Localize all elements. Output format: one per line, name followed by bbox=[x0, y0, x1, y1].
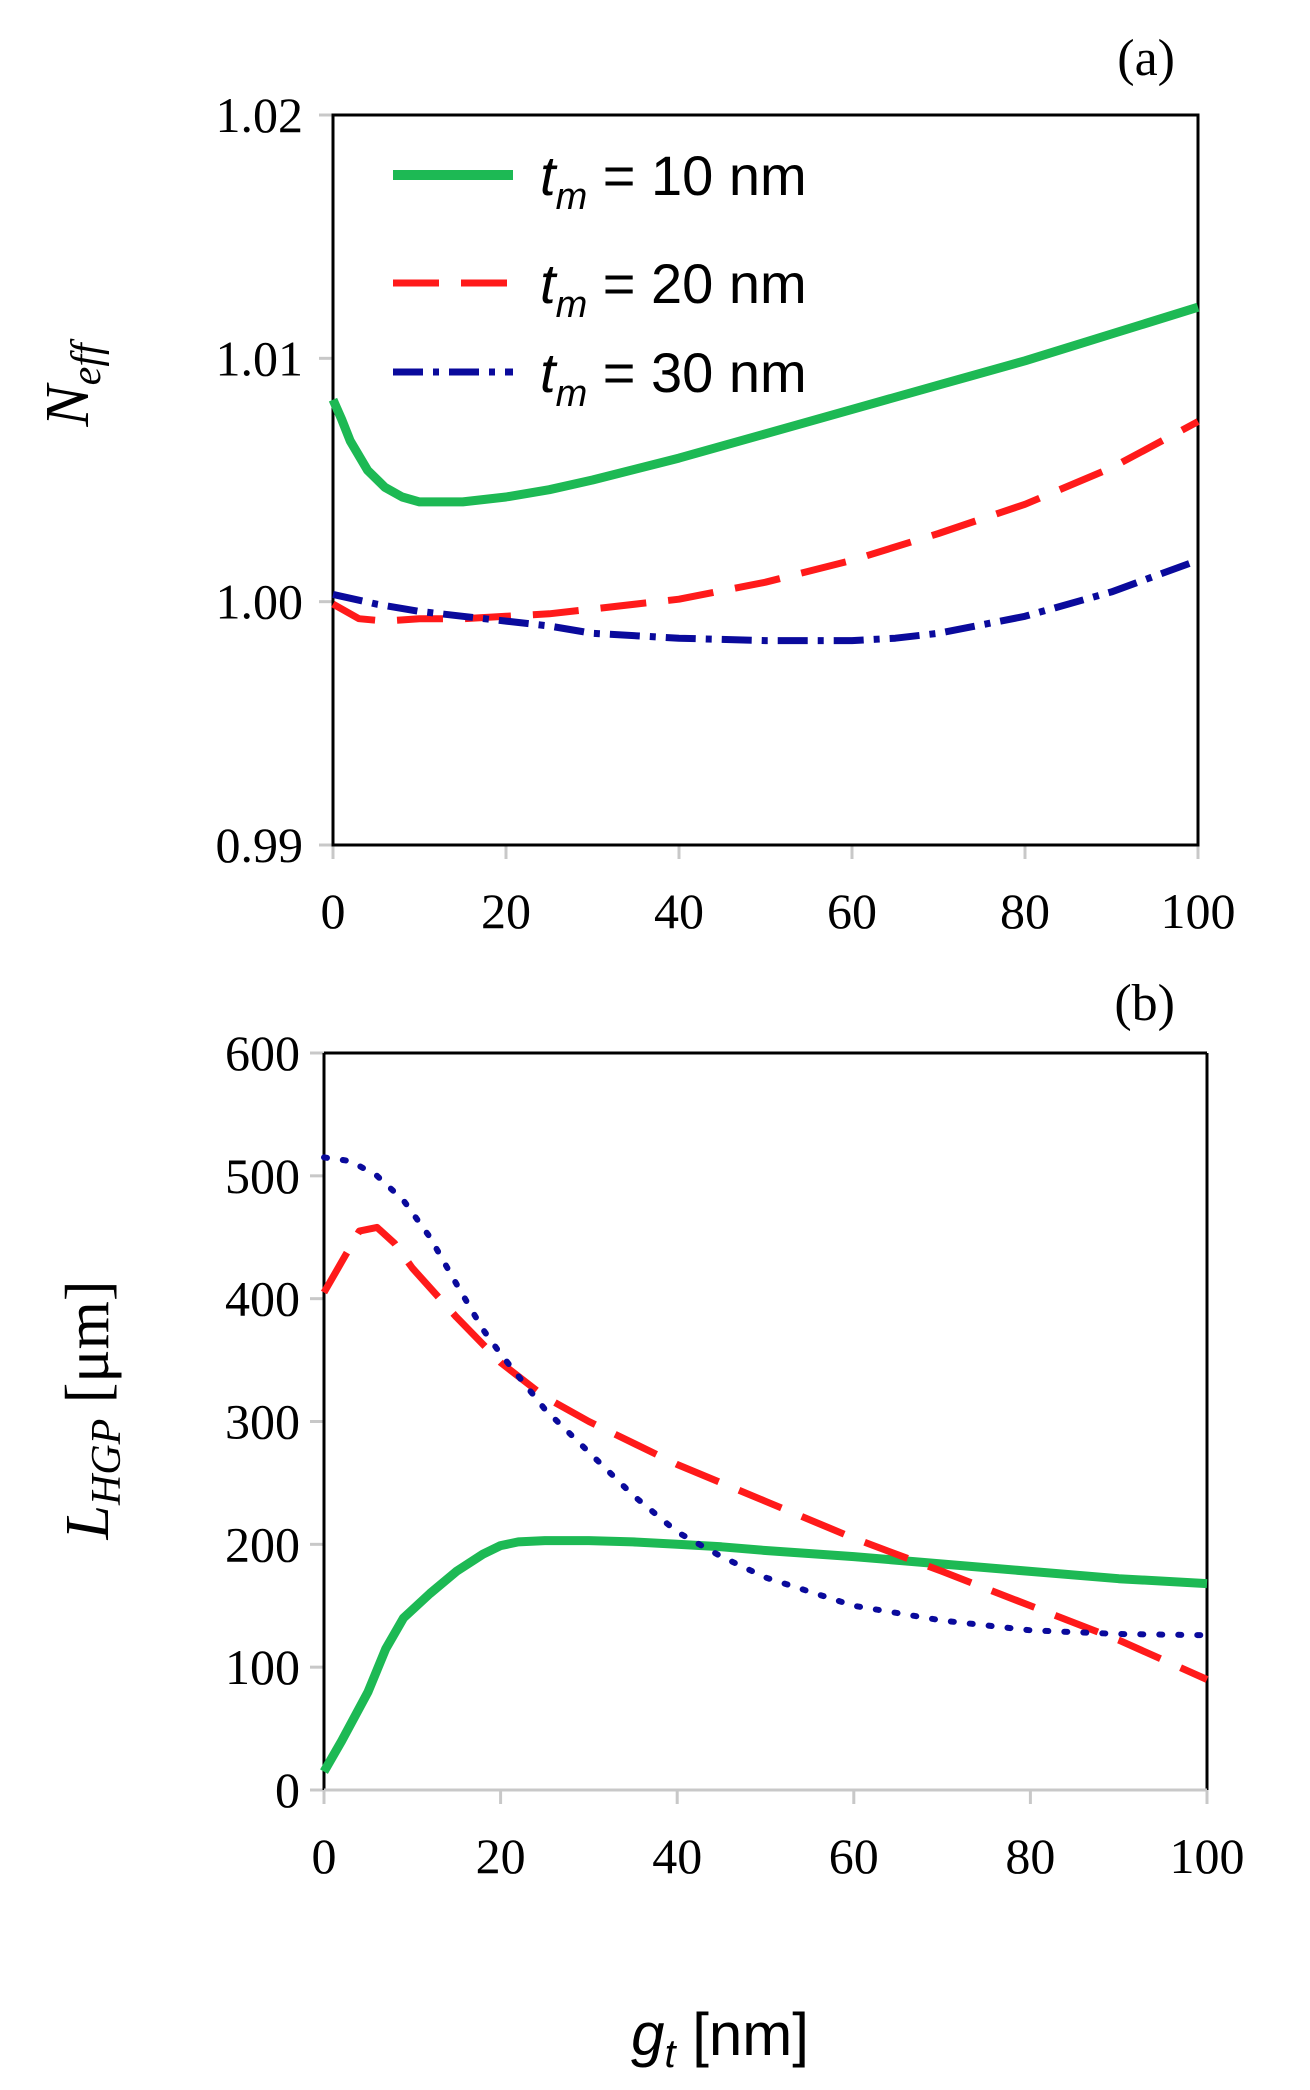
x-tick-label: 20 bbox=[476, 1828, 526, 1884]
y-tick-label: 400 bbox=[225, 1271, 300, 1327]
panel-a-y-label-main: N bbox=[34, 382, 102, 428]
panel-b: (b) 0 100 200 300 400 500 600 0 20 40 60 80 100 LHG… bbox=[54, 975, 1245, 2076]
series-line-3 bbox=[321, 1154, 1210, 1639]
legend-prefix: t bbox=[540, 341, 558, 404]
panel-a-plot-frame bbox=[331, 113, 1200, 847]
y-tick-label: 100 bbox=[225, 1639, 300, 1695]
x-tick-label: 40 bbox=[654, 883, 704, 939]
x-tick-label: 100 bbox=[1161, 883, 1236, 939]
panel-a-y-label-sub: eff bbox=[64, 338, 110, 385]
panel-b-y-tick-labels: 0 100 200 300 400 500 600 bbox=[225, 1025, 300, 1818]
x-tick-label: 100 bbox=[1170, 1828, 1245, 1884]
x-tick-label: 0 bbox=[312, 1828, 337, 1884]
panel-b-y-axis-label: LHGP [μm] bbox=[54, 1280, 130, 1540]
panel-b-x-tick-labels: 0 20 40 60 80 100 bbox=[312, 1828, 1245, 1884]
y-tick-label: 600 bbox=[225, 1025, 300, 1081]
x-tick-label: 60 bbox=[829, 1828, 879, 1884]
x-tick-label: 80 bbox=[1005, 1828, 1055, 1884]
legend-value: = 30 nm bbox=[587, 341, 806, 404]
panel-a: (a) 0.99 1.00 1.01 1.02 0 20 40 60 80 100 Neff t… bbox=[34, 30, 1236, 939]
legend-prefix: t bbox=[540, 144, 558, 207]
panel-a-x-tick-labels: 0 20 40 60 80 100 bbox=[321, 883, 1236, 939]
panel-b-series bbox=[320, 1154, 1210, 1774]
x-axis-label: gt [nm] bbox=[631, 2001, 809, 2076]
panel-b-label: (b) bbox=[1114, 975, 1175, 1032]
legend-label-1: tm = 10 nm bbox=[540, 144, 807, 218]
series-line-1 bbox=[320, 1536, 1208, 1774]
y-tick-label: 300 bbox=[225, 1394, 300, 1450]
y-tick-label: 0 bbox=[275, 1762, 300, 1818]
y-tick-label: 200 bbox=[225, 1516, 300, 1572]
x-tick-label: 80 bbox=[1000, 883, 1050, 939]
y-tick-label: 1.00 bbox=[216, 574, 304, 630]
legend-value: = 20 nm bbox=[587, 252, 806, 315]
legend-prefix-sub: m bbox=[556, 284, 588, 326]
x-axis-label-main: g bbox=[631, 2001, 664, 2068]
y-tick-label: 1.01 bbox=[216, 330, 304, 386]
panel-a-y-axis-label: Neff bbox=[34, 338, 110, 428]
panel-b-y-label-sub: HGP bbox=[84, 1419, 130, 1506]
panel-a-series bbox=[328, 302, 1200, 645]
panel-b-y-label-unit: [μm] bbox=[54, 1280, 122, 1418]
y-tick-label: 0.99 bbox=[216, 817, 304, 873]
x-tick-label: 60 bbox=[827, 883, 877, 939]
x-tick-label: 20 bbox=[481, 883, 531, 939]
series-line-2 bbox=[320, 1223, 1209, 1683]
legend-prefix: t bbox=[540, 252, 558, 315]
y-tick-label: 500 bbox=[225, 1148, 300, 1204]
panel-b-ticks bbox=[310, 1051, 1209, 1804]
x-axis-label-sub: t bbox=[664, 2032, 677, 2076]
legend-label-3: tm = 30 nm bbox=[540, 341, 807, 415]
x-tick-label: 40 bbox=[652, 1828, 702, 1884]
panel-a-y-tick-labels: 0.99 1.00 1.01 1.02 bbox=[216, 87, 304, 873]
series-line-2 bbox=[331, 418, 1200, 625]
x-axis-label-unit: [nm] bbox=[676, 2001, 809, 2068]
series-line-1 bbox=[328, 302, 1200, 507]
panel-b-y-label-main: L bbox=[54, 1505, 122, 1540]
legend-label-2: tm = 20 nm bbox=[540, 252, 807, 326]
y-tick-label: 1.02 bbox=[216, 87, 304, 143]
panel-a-label: (a) bbox=[1117, 30, 1175, 87]
x-tick-label: 0 bbox=[321, 883, 346, 939]
panel-a-ticks bbox=[319, 113, 1200, 859]
legend-prefix-sub: m bbox=[556, 176, 588, 218]
series-line-3 bbox=[332, 557, 1200, 645]
legend-prefix-sub: m bbox=[556, 373, 588, 415]
legend-value: = 10 nm bbox=[587, 144, 806, 207]
